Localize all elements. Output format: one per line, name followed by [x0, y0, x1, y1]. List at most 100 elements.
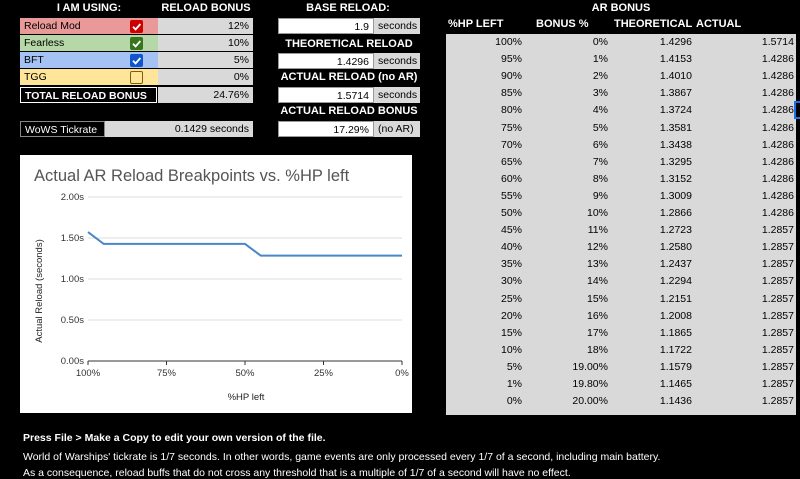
table-cell[interactable]: 5%	[592, 121, 608, 134]
table-cell[interactable]: 1.3438	[659, 138, 692, 151]
checkbox-fearless[interactable]	[130, 36, 143, 50]
table-cell[interactable]: 1.4286	[761, 121, 794, 134]
item-bonus-tgg[interactable]: 0%	[158, 69, 253, 85]
table-cell[interactable]: 20.00%	[572, 395, 608, 408]
table-cell[interactable]: 3%	[592, 87, 608, 100]
table-cell[interactable]: 1.4286	[761, 189, 794, 202]
table-cell[interactable]: 19.80%	[572, 378, 608, 390]
table-cell[interactable]: 1.1722	[659, 343, 692, 356]
table-cell[interactable]: 1.1865	[659, 326, 692, 339]
table-cell[interactable]: 17%	[586, 326, 608, 339]
table-cell[interactable]: 1.4286	[761, 172, 794, 185]
table-cell[interactable]: 1.3295	[659, 155, 692, 168]
reload-breakpoints-chart[interactable]: Actual AR Reload Breakpoints vs. %HP lef…	[20, 155, 412, 413]
table-cell[interactable]: 1.4286	[761, 87, 794, 100]
table-cell[interactable]: 4%	[592, 104, 608, 117]
table-cell[interactable]: 1.4010	[659, 70, 692, 83]
table-cell[interactable]: 15%	[500, 326, 522, 339]
table-cell[interactable]: 11%	[587, 224, 608, 237]
table-cell[interactable]: 1.5714	[761, 36, 794, 48]
table-cell[interactable]: 45%	[500, 224, 522, 237]
table-cell[interactable]: 13%	[586, 258, 608, 271]
table-cell[interactable]: 7%	[592, 155, 608, 168]
table-cell[interactable]: 1.2857	[761, 292, 794, 305]
table-cell[interactable]: 8%	[592, 172, 608, 185]
table-cell[interactable]: 6%	[592, 138, 608, 151]
table-cell[interactable]: 85%	[500, 87, 522, 100]
table-cell[interactable]: 1.2857	[761, 326, 794, 339]
table-cell[interactable]: 60%	[500, 172, 522, 185]
table-cell[interactable]: 75%	[500, 121, 522, 134]
table-cell[interactable]: 1.2866	[659, 207, 692, 219]
table-cell[interactable]: 1.1465	[659, 378, 692, 390]
table-cell[interactable]: 19.00%	[572, 360, 608, 373]
table-cell[interactable]: 1.4286	[761, 207, 794, 219]
table-cell[interactable]: 35%	[500, 258, 522, 271]
table-cell[interactable]: 1.2857	[761, 309, 794, 322]
table-cell[interactable]: 1.3867	[659, 87, 692, 100]
table-cell[interactable]: 1.4286	[761, 53, 794, 66]
table-cell[interactable]: 1.1436	[659, 395, 692, 408]
table-cell[interactable]: 1.4153	[659, 53, 692, 66]
table-cell[interactable]: 1.2857	[761, 258, 794, 271]
table-cell[interactable]: 30%	[500, 275, 522, 288]
table-cell[interactable]: 1.4286	[761, 138, 794, 151]
table-cell[interactable]: 10%	[586, 207, 608, 219]
item-bonus-fearless[interactable]: 10%	[158, 35, 253, 51]
table-cell[interactable]: 100%	[495, 36, 522, 48]
table-cell[interactable]: 70%	[500, 138, 522, 151]
checkbox-tgg[interactable]	[130, 70, 143, 84]
base-reload-value[interactable]: 1.9	[278, 18, 374, 34]
selected-cell-edge[interactable]	[794, 101, 800, 119]
table-cell[interactable]: 1.3152	[659, 172, 692, 185]
actual-reload-bonus-value[interactable]: 17.29%	[278, 121, 374, 137]
table-cell[interactable]: 50%	[500, 207, 522, 219]
checkbox-bft[interactable]	[130, 53, 143, 67]
table-cell[interactable]: 1.2008	[659, 309, 692, 322]
table-cell[interactable]: 9%	[592, 189, 608, 202]
table-cell[interactable]: 1.2857	[761, 378, 794, 390]
table-cell[interactable]: 15%	[586, 292, 608, 305]
theoretical-reload-value[interactable]: 1.4296	[278, 53, 374, 69]
table-cell[interactable]: 12%	[586, 241, 608, 254]
table-cell[interactable]: 95%	[500, 53, 522, 66]
table-cell[interactable]: 1.2580	[659, 241, 692, 254]
total-reload-bonus-value[interactable]: 24.76%	[158, 87, 253, 103]
table-cell[interactable]: 1.3009	[659, 189, 692, 202]
table-cell[interactable]: 55%	[500, 189, 522, 202]
table-cell[interactable]: 18%	[586, 343, 608, 356]
table-cell[interactable]: 14%	[586, 275, 608, 288]
table-cell[interactable]: 1.4296	[659, 36, 692, 48]
table-cell[interactable]: 1.2437	[659, 258, 692, 271]
table-cell[interactable]: 1.4286	[761, 104, 794, 117]
table-cell[interactable]: 90%	[500, 70, 522, 83]
table-cell[interactable]: 1.1579	[659, 360, 692, 373]
table-cell[interactable]: 5%	[506, 360, 522, 373]
table-cell[interactable]: 1.2857	[761, 224, 794, 237]
table-cell[interactable]: 1.2723	[659, 224, 692, 237]
table-cell[interactable]: 1.2857	[761, 395, 794, 408]
table-cell[interactable]: 1.4286	[761, 155, 794, 168]
table-cell[interactable]: 65%	[500, 155, 522, 168]
actual-reload-value[interactable]: 1.5714	[278, 87, 374, 103]
table-cell[interactable]: 0%	[592, 36, 608, 48]
checkbox-reload-mod[interactable]	[130, 19, 143, 33]
table-cell[interactable]: 1.2857	[761, 241, 794, 254]
table-cell[interactable]: 1.2151	[659, 292, 692, 305]
table-cell[interactable]: 40%	[500, 241, 522, 254]
table-cell[interactable]: 1.3581	[659, 121, 692, 134]
tickrate-value[interactable]: 0.1429 seconds	[105, 121, 253, 137]
table-cell[interactable]: 16%	[586, 309, 608, 322]
table-cell[interactable]: 1.2857	[761, 343, 794, 356]
table-cell[interactable]: 25%	[500, 292, 522, 305]
item-bonus-bft[interactable]: 5%	[158, 52, 253, 68]
table-cell[interactable]: 80%	[500, 104, 522, 117]
table-cell[interactable]: 10%	[500, 343, 522, 356]
table-cell[interactable]: 20%	[500, 309, 522, 322]
table-cell[interactable]: 1%	[506, 378, 522, 390]
table-cell[interactable]: 1.4286	[761, 70, 794, 83]
item-bonus-reload-mod[interactable]: 12%	[158, 18, 253, 34]
table-cell[interactable]: 1.2294	[659, 275, 692, 288]
table-cell[interactable]: 1.2857	[761, 360, 794, 373]
table-cell[interactable]: 1.3724	[659, 104, 692, 117]
